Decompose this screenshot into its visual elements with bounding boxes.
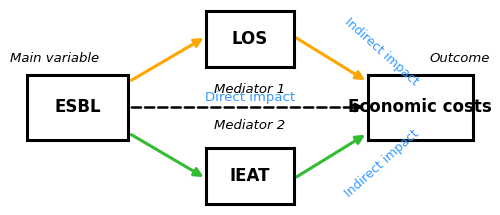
Text: Indirect impact: Indirect impact [342, 15, 421, 88]
Text: IEAT: IEAT [230, 167, 270, 185]
Text: Main variable: Main variable [10, 52, 99, 64]
FancyBboxPatch shape [206, 148, 294, 204]
FancyBboxPatch shape [368, 75, 472, 140]
FancyBboxPatch shape [206, 11, 294, 67]
Text: Indirect impact: Indirect impact [342, 127, 421, 200]
Text: LOS: LOS [232, 30, 268, 48]
Text: Mediator 1: Mediator 1 [214, 83, 286, 96]
Text: Mediator 2: Mediator 2 [214, 119, 286, 132]
FancyBboxPatch shape [28, 75, 128, 140]
Text: ESBL: ESBL [54, 98, 101, 117]
Text: Economic costs: Economic costs [348, 98, 492, 117]
Text: Outcome: Outcome [430, 52, 490, 64]
Text: Direct impact: Direct impact [205, 91, 295, 104]
